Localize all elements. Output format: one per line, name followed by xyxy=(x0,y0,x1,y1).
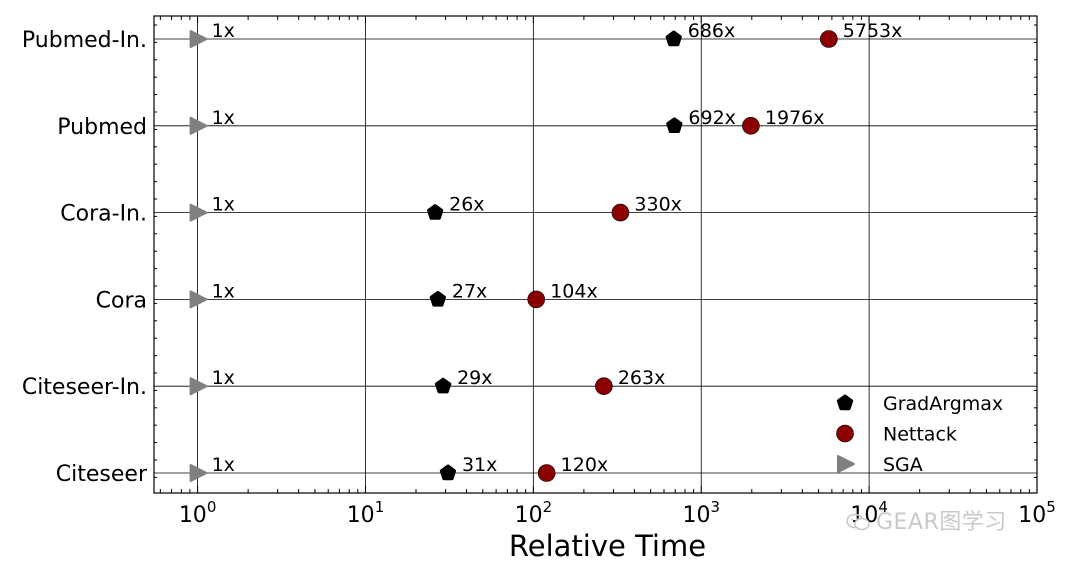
point-nettack xyxy=(537,464,556,482)
wechat-icon xyxy=(846,513,870,531)
data-label-sga: 1x xyxy=(212,107,235,129)
watermark-text: GEAR图学习 xyxy=(876,510,1007,535)
axes-frame xyxy=(153,15,1038,494)
point-sga xyxy=(189,30,208,48)
data-label-sga: 1x xyxy=(212,280,235,302)
data-label-gradargmax: 692x xyxy=(688,107,736,129)
y-tick-label: Cora xyxy=(96,288,147,313)
legend-marker-gradargmax xyxy=(836,394,854,411)
data-label-nettack: 330x xyxy=(634,194,682,216)
x-axis-label: Relative Time xyxy=(509,529,706,563)
x-tick-label: 101 xyxy=(347,498,385,528)
point-nettack xyxy=(595,377,613,396)
data-label-gradargmax: 27x xyxy=(452,280,487,302)
x-tick-label: 100 xyxy=(179,498,217,528)
data-label-sga: 1x xyxy=(212,20,235,42)
data-label-sga: 1x xyxy=(212,194,235,216)
point-nettack xyxy=(742,117,760,135)
point-gradargmax xyxy=(666,117,683,133)
watermark: GEAR图学习 xyxy=(846,504,1007,536)
plot-background xyxy=(154,16,1037,493)
legend-marker-nettack xyxy=(836,424,854,443)
data-label-sga: 1x xyxy=(212,454,235,476)
point-gradargmax xyxy=(434,377,452,394)
y-tick-label: Pubmed xyxy=(57,115,147,140)
data-label-nettack: 263x xyxy=(618,367,666,389)
legend-marker-sga xyxy=(837,455,855,473)
point-gradargmax xyxy=(427,204,444,220)
y-tick-label: Citeseer xyxy=(56,462,148,487)
point-gradargmax xyxy=(429,290,446,307)
point-sga xyxy=(189,116,208,135)
point-gradargmax xyxy=(665,30,682,47)
data-label-nettack: 104x xyxy=(550,280,598,302)
point-nettack xyxy=(527,290,546,309)
point-sga xyxy=(189,377,208,396)
data-label-sga: 1x xyxy=(212,367,235,389)
data-label-gradargmax: 29x xyxy=(457,367,492,389)
x-tick-label: 105 xyxy=(1018,498,1056,528)
data-label-gradargmax: 26x xyxy=(449,194,484,216)
point-nettack xyxy=(611,203,630,222)
point-sga xyxy=(189,290,208,309)
data-label-nettack: 120x xyxy=(561,454,609,476)
x-tick-label: 103 xyxy=(682,498,720,528)
x-tick-label: 102 xyxy=(515,498,553,528)
data-label-nettack: 5753x xyxy=(843,20,903,42)
y-tick-label: Pubmed-In. xyxy=(22,28,147,53)
legend-label: SGA xyxy=(883,454,923,476)
point-sga xyxy=(189,203,208,222)
point-sga xyxy=(189,464,208,482)
y-tick-label: Citeseer-In. xyxy=(22,375,147,400)
point-nettack xyxy=(820,30,838,48)
data-label-nettack: 1976x xyxy=(765,107,825,129)
legend-label: GradArgmax xyxy=(883,393,1003,415)
legend-label: Nettack xyxy=(883,424,957,446)
point-gradargmax xyxy=(439,464,457,481)
data-label-gradargmax: 686x xyxy=(688,20,736,42)
y-tick-label: Cora-In. xyxy=(60,202,147,227)
data-label-gradargmax: 31x xyxy=(462,454,497,476)
